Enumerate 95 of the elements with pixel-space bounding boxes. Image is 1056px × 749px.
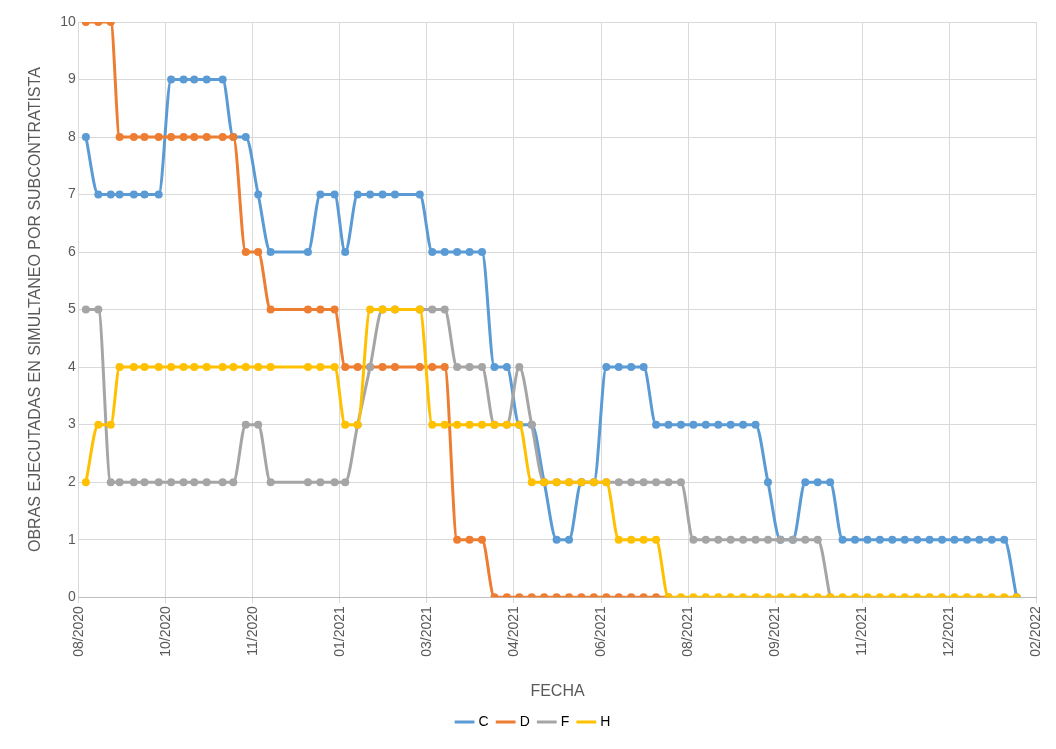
x-tick-label: 08/2020 xyxy=(69,605,86,657)
point xyxy=(154,133,163,142)
point xyxy=(241,420,250,429)
point xyxy=(639,478,648,487)
point xyxy=(229,478,238,487)
point xyxy=(303,478,312,487)
point xyxy=(218,133,227,142)
point xyxy=(701,535,710,544)
point xyxy=(440,363,449,372)
point xyxy=(465,535,474,544)
point xyxy=(378,363,387,372)
point xyxy=(316,305,325,314)
x-tick-label: 10/2020 xyxy=(156,605,173,657)
point xyxy=(676,478,685,487)
point xyxy=(714,535,723,544)
y-tick-label: 0 xyxy=(67,588,76,605)
point xyxy=(801,535,810,544)
point xyxy=(316,478,325,487)
point xyxy=(614,478,623,487)
point xyxy=(453,535,462,544)
point xyxy=(330,478,339,487)
point xyxy=(515,363,524,372)
point xyxy=(453,363,462,372)
y-tick-label: 7 xyxy=(67,185,76,202)
point xyxy=(167,478,176,487)
point xyxy=(266,305,275,314)
x-tick-label: 11/2021 xyxy=(852,605,869,656)
point xyxy=(477,363,486,372)
point xyxy=(477,535,486,544)
point xyxy=(428,305,437,314)
point xyxy=(254,248,263,257)
point xyxy=(266,478,275,487)
point xyxy=(813,535,822,544)
point xyxy=(218,478,227,487)
x-tick-label: 06/2021 xyxy=(591,605,608,657)
point xyxy=(129,478,138,487)
point xyxy=(190,478,199,487)
point xyxy=(167,133,176,142)
point xyxy=(440,305,449,314)
y-tick-label: 10 xyxy=(60,12,76,29)
point xyxy=(689,535,698,544)
point xyxy=(115,133,124,142)
point xyxy=(341,363,350,372)
point xyxy=(726,535,735,544)
y-tick-label: 9 xyxy=(67,70,76,87)
point xyxy=(129,133,138,142)
legend-label: F xyxy=(560,712,570,729)
point xyxy=(94,305,103,314)
legend-label: C xyxy=(478,712,489,729)
point xyxy=(254,420,263,429)
point xyxy=(179,133,188,142)
point xyxy=(390,363,399,372)
y-tick-label: 4 xyxy=(67,357,76,374)
point xyxy=(664,478,673,487)
y-tick-label: 8 xyxy=(67,127,76,144)
point xyxy=(341,478,350,487)
point xyxy=(106,478,115,487)
point xyxy=(465,363,474,372)
y-tick-label: 1 xyxy=(67,530,76,547)
point xyxy=(763,535,772,544)
point xyxy=(751,535,760,544)
x-tick-label: 01/2021 xyxy=(330,605,347,657)
point xyxy=(353,363,362,372)
point xyxy=(415,363,424,372)
point xyxy=(627,478,636,487)
legend-label: D xyxy=(519,712,530,729)
point xyxy=(179,478,188,487)
x-axis-title: FECHA xyxy=(530,681,585,699)
point xyxy=(303,305,312,314)
point xyxy=(330,305,339,314)
point xyxy=(140,478,149,487)
point xyxy=(115,478,124,487)
legend-label: H xyxy=(600,712,611,729)
x-tick-label: 04/2021 xyxy=(504,605,521,657)
point xyxy=(140,133,149,142)
x-tick-label: 03/2021 xyxy=(417,605,434,657)
x-tick-label: 08/2021 xyxy=(678,605,695,657)
x-tick-label: 11/2020 xyxy=(243,605,260,656)
y-tick-label: 5 xyxy=(67,300,76,317)
point xyxy=(202,133,211,142)
point xyxy=(202,478,211,487)
point xyxy=(652,478,661,487)
point xyxy=(154,478,163,487)
x-tick-label: 12/2021 xyxy=(940,605,957,657)
x-tick-label: 02/2022 xyxy=(1027,605,1044,657)
y-axis-title: OBRAS EJECUTADAS EN SIMULTANEO POR SUBCONTRATISTA xyxy=(26,66,44,552)
point xyxy=(190,133,199,142)
x-tick-label: 09/2021 xyxy=(765,605,782,657)
y-tick-label: 6 xyxy=(67,242,76,259)
y-tick-label: 2 xyxy=(67,473,76,490)
point xyxy=(428,363,437,372)
point xyxy=(739,535,748,544)
point xyxy=(81,305,90,314)
point xyxy=(241,248,250,257)
y-tick-label: 3 xyxy=(67,415,76,432)
